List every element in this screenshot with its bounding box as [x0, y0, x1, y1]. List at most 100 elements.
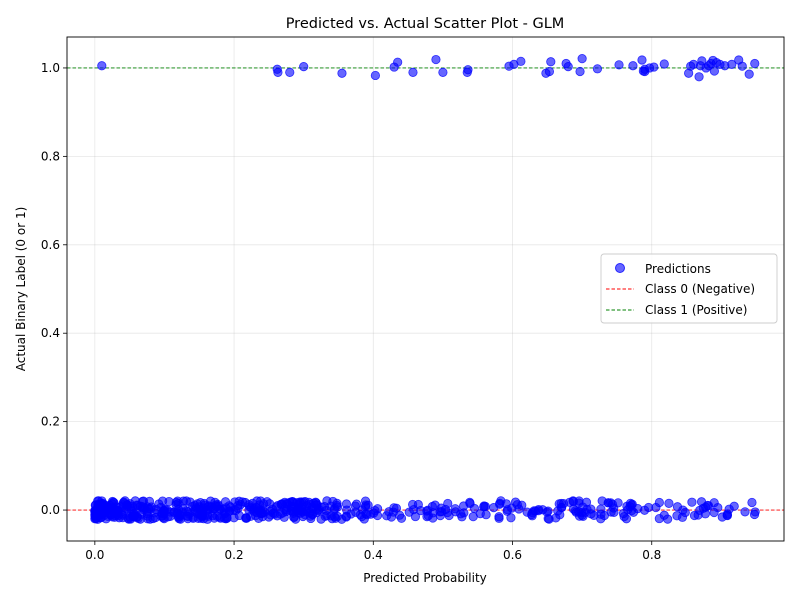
data-point-class0 [230, 497, 240, 507]
data-point-class0 [195, 509, 205, 519]
data-point-class1 [628, 61, 638, 71]
data-point-class0 [626, 506, 637, 516]
plot-frame [66, 36, 785, 542]
data-point-class0 [253, 506, 263, 516]
data-point-class0 [326, 511, 336, 521]
data-point-class0 [597, 496, 607, 506]
data-point-class0 [96, 500, 106, 510]
data-point-class0 [574, 496, 584, 506]
data-point-class1 [97, 61, 107, 71]
data-point-class0 [422, 506, 432, 516]
data-point-class1 [408, 67, 418, 77]
data-point-class1 [463, 65, 473, 75]
data-point-class1 [563, 62, 573, 72]
y-axis-ticks: 0.0 0.2 0.4 0.6 0.8 1.0 [41, 61, 67, 517]
legend: Predictions Class 0 (Negative) Class 1 (… [600, 253, 778, 324]
data-point-class0 [299, 505, 309, 515]
data-point-class0 [130, 496, 140, 506]
data-point-class0 [255, 496, 266, 506]
data-point-class0 [514, 504, 524, 514]
data-point-class1 [438, 67, 448, 77]
data-point-class1 [393, 57, 403, 67]
data-point-class0 [123, 502, 133, 512]
legend-marker-predictions [615, 263, 625, 273]
data-point-class0 [747, 497, 757, 508]
data-point-class1 [575, 66, 585, 77]
data-point-class1 [649, 62, 659, 72]
legend-label-class1: Class 1 (Positive) [645, 303, 747, 317]
data-point-class1 [709, 66, 719, 76]
data-point-class0 [213, 501, 223, 511]
data-point-class0 [606, 507, 616, 517]
data-point-class0 [149, 508, 160, 518]
legend-box [600, 253, 778, 324]
data-point-class1 [737, 61, 747, 71]
x-tick-label: 0.6 [503, 548, 522, 562]
data-point-class0 [450, 504, 460, 514]
x-tick-label: 0.0 [85, 548, 104, 562]
data-point-class0 [606, 498, 616, 508]
data-point-class0 [361, 509, 371, 519]
data-point-class0 [672, 502, 683, 512]
legend-label-predictions: Predictions [645, 262, 711, 276]
data-point-class0 [436, 503, 446, 513]
data-point-class1 [592, 64, 603, 74]
data-point-class1 [577, 54, 587, 64]
data-point-class0 [330, 504, 340, 514]
data-point-class0 [300, 497, 310, 507]
data-point-class0 [175, 510, 185, 520]
data-point-class0 [203, 511, 213, 522]
data-point-class0 [693, 510, 703, 520]
data-point-class1 [637, 55, 647, 65]
data-point-class0 [496, 496, 506, 506]
data-point-class0 [319, 502, 330, 512]
data-point-class0 [219, 513, 229, 523]
y-tick-label: 0.2 [41, 415, 60, 429]
data-point-class0 [369, 508, 379, 518]
data-point-class1 [727, 59, 737, 70]
data-point-class0 [677, 512, 688, 522]
data-point-class0 [654, 497, 664, 508]
data-point-class0 [90, 505, 100, 516]
data-point-class0 [231, 505, 241, 516]
data-point-class0 [702, 500, 713, 511]
data-point-class0 [247, 498, 258, 509]
data-point-class0 [533, 506, 543, 516]
data-point-class0 [687, 497, 697, 507]
data-point-class1 [744, 69, 754, 79]
data-point-class1 [431, 54, 441, 65]
data-point-class0 [204, 501, 214, 511]
data-point-class0 [457, 512, 467, 522]
data-point-class0 [475, 508, 485, 519]
legend-label-class0: Class 0 (Negative) [645, 282, 755, 296]
data-point-class1 [285, 67, 295, 77]
data-point-class0 [659, 510, 669, 520]
x-tick-label: 0.4 [364, 548, 383, 562]
data-point-class0 [108, 503, 118, 513]
data-point-class0 [639, 505, 650, 515]
data-point-class1 [697, 56, 707, 66]
data-point-class0 [159, 506, 169, 516]
data-point-class0 [276, 499, 286, 509]
x-tick-label: 0.2 [225, 548, 244, 562]
data-point-class0 [103, 511, 113, 522]
data-point-class0 [341, 499, 352, 509]
y-axis-label: Actual Binary Label (0 or 1) [14, 207, 28, 372]
data-point-class0 [479, 501, 489, 511]
data-point-class0 [306, 513, 316, 524]
data-point-class0 [589, 510, 599, 521]
data-point-class0 [740, 507, 750, 517]
data-point-class1 [750, 58, 760, 69]
data-point-class1 [659, 59, 669, 69]
data-point-class0 [543, 513, 553, 524]
data-point-class0 [171, 500, 181, 510]
data-point-class0 [288, 506, 298, 516]
data-point-class0 [188, 513, 198, 523]
data-point-class1 [614, 60, 624, 70]
data-point-class0 [506, 513, 516, 523]
x-axis-ticks: 0.0 0.2 0.4 0.6 0.8 [85, 541, 661, 562]
data-point-class0 [724, 504, 734, 514]
y-tick-label: 0.0 [41, 503, 60, 517]
x-axis-label: Predicted Probability [363, 571, 487, 585]
